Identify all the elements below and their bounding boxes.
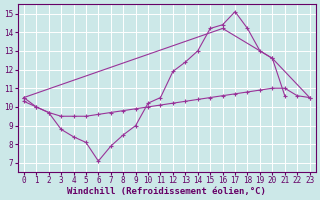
X-axis label: Windchill (Refroidissement éolien,°C): Windchill (Refroidissement éolien,°C) [67, 187, 266, 196]
